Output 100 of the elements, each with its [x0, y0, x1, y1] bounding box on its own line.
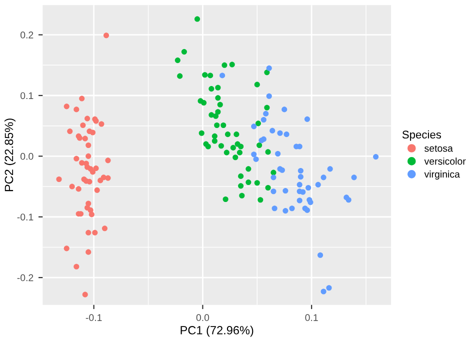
point [82, 136, 88, 142]
point [298, 174, 304, 180]
point [194, 16, 200, 22]
point [254, 180, 260, 186]
point [265, 149, 271, 155]
point [296, 182, 302, 188]
point [201, 100, 207, 106]
x-axis-title: PC1 (72.96%) [180, 326, 254, 337]
point [177, 73, 183, 79]
point [90, 130, 96, 136]
point [264, 70, 270, 76]
point [351, 174, 357, 180]
point [64, 104, 70, 110]
y-tick-label: 0.1 [20, 92, 34, 100]
point [74, 106, 80, 112]
point [202, 72, 208, 78]
point [92, 230, 98, 236]
point [238, 173, 244, 179]
point [282, 106, 288, 112]
point [230, 144, 236, 150]
point [251, 152, 257, 158]
point [198, 130, 204, 136]
point [236, 150, 242, 156]
y-tick-label: 0.2 [20, 32, 34, 38]
point [86, 142, 92, 148]
point [318, 252, 324, 258]
point [74, 156, 80, 162]
point [212, 133, 218, 139]
point [84, 116, 90, 122]
point [270, 170, 276, 176]
point [212, 138, 218, 144]
point [229, 62, 235, 68]
point [265, 184, 271, 191]
point [277, 130, 283, 136]
x-tick-label: 0.0 [196, 314, 210, 322]
point [258, 197, 264, 203]
point [224, 150, 230, 156]
point [238, 183, 244, 189]
y-axis-title: PC2 (22.85%) [4, 118, 16, 192]
legend-label: setosa [424, 145, 453, 152]
point [260, 116, 266, 123]
point [255, 120, 262, 126]
y-tick-label: -0.2 [17, 274, 34, 282]
point [253, 156, 259, 162]
point [224, 132, 231, 138]
point [208, 72, 214, 78]
point [88, 212, 94, 218]
point [215, 95, 221, 101]
point [80, 122, 86, 128]
point [215, 109, 221, 115]
point [320, 174, 326, 180]
point [215, 84, 221, 90]
point [282, 188, 288, 194]
point [222, 62, 228, 68]
point [246, 180, 252, 186]
point [76, 186, 82, 192]
point [282, 208, 288, 214]
point [220, 72, 226, 78]
point [275, 150, 281, 157]
point [74, 264, 80, 270]
point [256, 142, 262, 148]
point [56, 176, 62, 182]
x-tick-label: -0.1 [86, 314, 102, 322]
point [86, 230, 92, 236]
point [105, 175, 111, 181]
point [208, 86, 214, 92]
x-tick-label: 0.1 [305, 314, 318, 322]
legend-label: versicolor [424, 158, 466, 165]
point [90, 169, 96, 175]
point [102, 226, 108, 232]
point [86, 249, 92, 255]
point [220, 122, 226, 128]
legend-label: virginica [424, 170, 460, 180]
point [212, 113, 219, 119]
point [296, 198, 302, 204]
point [217, 102, 223, 108]
point [346, 197, 352, 203]
point [251, 124, 257, 130]
point [98, 121, 104, 127]
y-tick-label: 0.0 [20, 152, 34, 160]
point [300, 189, 306, 195]
point [103, 32, 110, 38]
point [308, 200, 314, 206]
point [320, 288, 326, 294]
point [181, 49, 187, 55]
point [86, 153, 92, 159]
point [315, 182, 321, 188]
point [238, 144, 244, 150]
y-tick-label: -0.1 [17, 214, 34, 220]
point [205, 144, 211, 150]
point [289, 206, 295, 212]
point [239, 192, 245, 198]
point [266, 65, 272, 71]
point [79, 96, 85, 102]
point [304, 116, 310, 122]
point [232, 154, 238, 160]
point [306, 184, 312, 191]
point [270, 128, 276, 134]
point [298, 168, 304, 174]
point [94, 187, 100, 193]
